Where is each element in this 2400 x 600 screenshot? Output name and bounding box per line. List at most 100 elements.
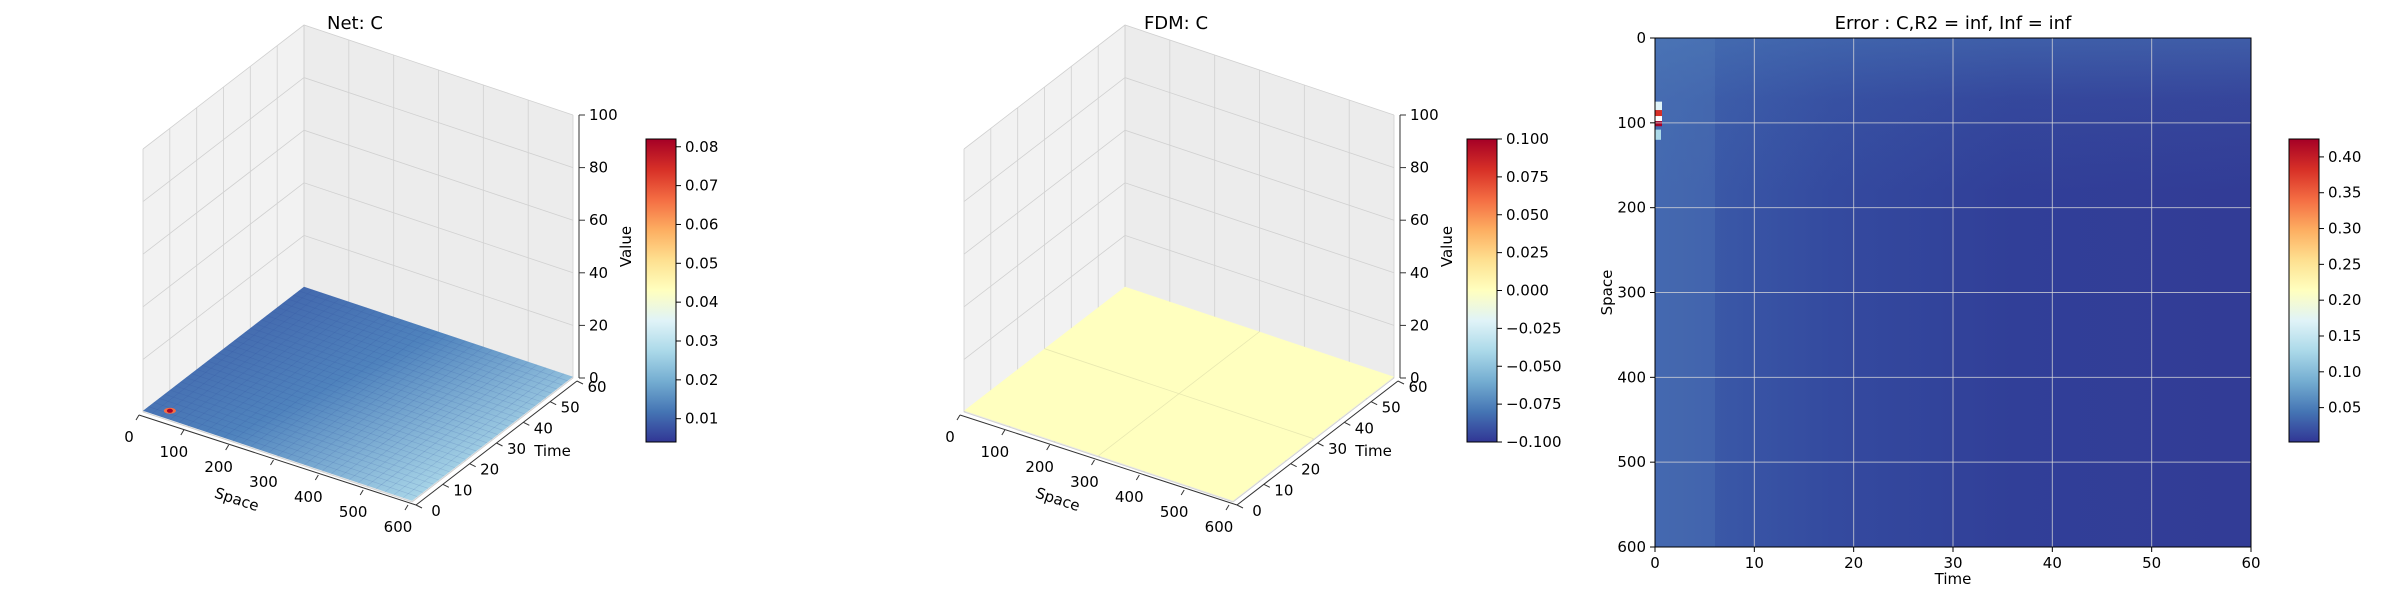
surface-mesh-line — [228, 344, 498, 435]
z-tick-label: 40 — [1410, 264, 1429, 282]
y-tick — [1370, 401, 1378, 406]
colorbar-tick-label: 0.06 — [685, 215, 718, 233]
colorbar-tick-label: 0.05 — [685, 254, 718, 272]
x-tick — [956, 414, 961, 421]
x-tick — [1001, 429, 1006, 436]
surface-mesh-line — [366, 361, 529, 486]
colorbar-gradient — [2288, 138, 2320, 443]
surface-mesh-line — [271, 311, 541, 402]
x-tick — [180, 429, 185, 436]
x-tick-label: 600 — [384, 518, 413, 536]
y-tick-label: 20 — [480, 461, 499, 479]
surface-mesh-line — [180, 381, 450, 473]
heatmap-panel: 0 10 20 30 40 50 600100200300400500600TimeSpac… — [1598, 13, 2361, 588]
surface-mesh-line — [358, 358, 520, 483]
z-tick-label: 80 — [1410, 159, 1429, 177]
y-tick — [1344, 421, 1351, 426]
y-tick-label: 60 — [1408, 378, 1427, 396]
surface-mesh-line — [287, 298, 557, 390]
surface-mesh-line — [250, 322, 412, 447]
gridline-z — [963, 77, 1395, 202]
y-tick-label: 0 — [1636, 29, 1646, 47]
y-tick — [1263, 483, 1271, 488]
colorbar-tick-label: −0.050 — [1506, 357, 1562, 375]
z-tick-label: 20 — [589, 316, 608, 334]
surface-mesh-line — [277, 307, 547, 398]
colorbar-tick-label: 0.30 — [2328, 220, 2361, 238]
x-tick-label: 400 — [294, 488, 323, 506]
surface-mesh-line — [250, 327, 520, 419]
x-tick-label: 10 — [1745, 554, 1764, 572]
surface-mesh-line — [259, 325, 421, 450]
x-tick-label: 500 — [1160, 503, 1189, 521]
y-tick — [415, 504, 423, 509]
surface-mesh-line — [260, 319, 531, 411]
colorbar-tick-label: 0.07 — [685, 177, 718, 195]
z-tick-label: 40 — [589, 264, 608, 282]
colorbar-tick-label: 0.075 — [1506, 168, 1549, 186]
gridline-z — [142, 77, 574, 202]
heatmap-artifact — [1655, 129, 1661, 140]
x-tick — [225, 444, 230, 451]
y-tick-label: 500 — [1617, 453, 1646, 471]
x-tick-label: 300 — [249, 473, 278, 491]
y-tick — [523, 421, 530, 426]
x-tick — [1046, 444, 1051, 451]
x-tick — [1135, 474, 1140, 481]
colorbar-tick-label: 0.000 — [1506, 282, 1549, 300]
x-tick — [1225, 504, 1230, 511]
surface-mesh-line — [185, 377, 456, 468]
x-tick-label: 100 — [981, 443, 1010, 461]
x-tick — [314, 474, 319, 481]
colorbar-tick-label: 0.025 — [1506, 244, 1549, 262]
y-tick-label: 50 — [1382, 399, 1401, 417]
colorbar-gradient — [1466, 138, 1498, 443]
z-axis-label: Value — [617, 226, 635, 267]
surface-mesh-line — [201, 364, 472, 456]
x-tick-label: 500 — [339, 503, 368, 521]
x-tick — [1180, 489, 1185, 496]
y-tick-label: 40 — [534, 419, 553, 437]
gridline-z — [142, 182, 574, 308]
x-tick-label: 40 — [2043, 554, 2062, 572]
surface-mesh-line — [234, 340, 504, 431]
surface-mesh-line — [207, 360, 477, 452]
x-tick-label: 30 — [1943, 554, 1962, 572]
x-tick-label: 200 — [1025, 458, 1054, 476]
y-tick — [1290, 463, 1297, 468]
y-tick-label: 200 — [1617, 199, 1646, 217]
colorbar-tick-label: 0.04 — [685, 293, 718, 311]
y-tick-label: 60 — [587, 378, 606, 396]
x-axis-label: Time — [1934, 570, 1972, 588]
x-tick-label: 600 — [1205, 518, 1234, 536]
surface-mesh-line — [331, 349, 493, 474]
surface-mesh-line — [322, 346, 484, 471]
heatmap-artifact — [1655, 116, 1662, 122]
colorbar-tick-label: 0.40 — [2328, 148, 2361, 166]
colorbar-tick-label: −0.025 — [1506, 319, 1562, 337]
colorbar-tick-label: 0.15 — [2328, 327, 2361, 345]
z-tick-label: 0 — [589, 369, 599, 387]
x-tick — [359, 489, 364, 496]
x-tick-label: 0 — [1650, 554, 1660, 572]
z-tick-label: 100 — [1410, 106, 1439, 124]
surface-mesh-line — [160, 292, 323, 417]
surface-mesh-line — [266, 315, 536, 406]
y-tick-label: 400 — [1617, 368, 1646, 386]
gridline-z — [963, 129, 1395, 255]
surface-mesh-line — [244, 331, 515, 423]
colorbar-gradient — [645, 138, 677, 443]
z-tick-label: 100 — [589, 106, 618, 124]
y-tick — [1397, 380, 1405, 385]
surface-mesh-line — [191, 373, 461, 464]
y-tick-label: 10 — [453, 481, 472, 499]
chart-title: FDM: C — [1144, 13, 1208, 34]
surface-mesh-line — [340, 352, 502, 477]
y-tick — [496, 442, 503, 447]
surface-mesh-line — [164, 393, 434, 485]
chart-title: Net: C — [327, 13, 383, 34]
colorbar: −0.100 −0.075 −0.050 −0.025 0.000 0.025 0.050 0… — [1466, 130, 1562, 451]
y-tick — [442, 483, 450, 488]
x-tick — [1091, 459, 1095, 466]
